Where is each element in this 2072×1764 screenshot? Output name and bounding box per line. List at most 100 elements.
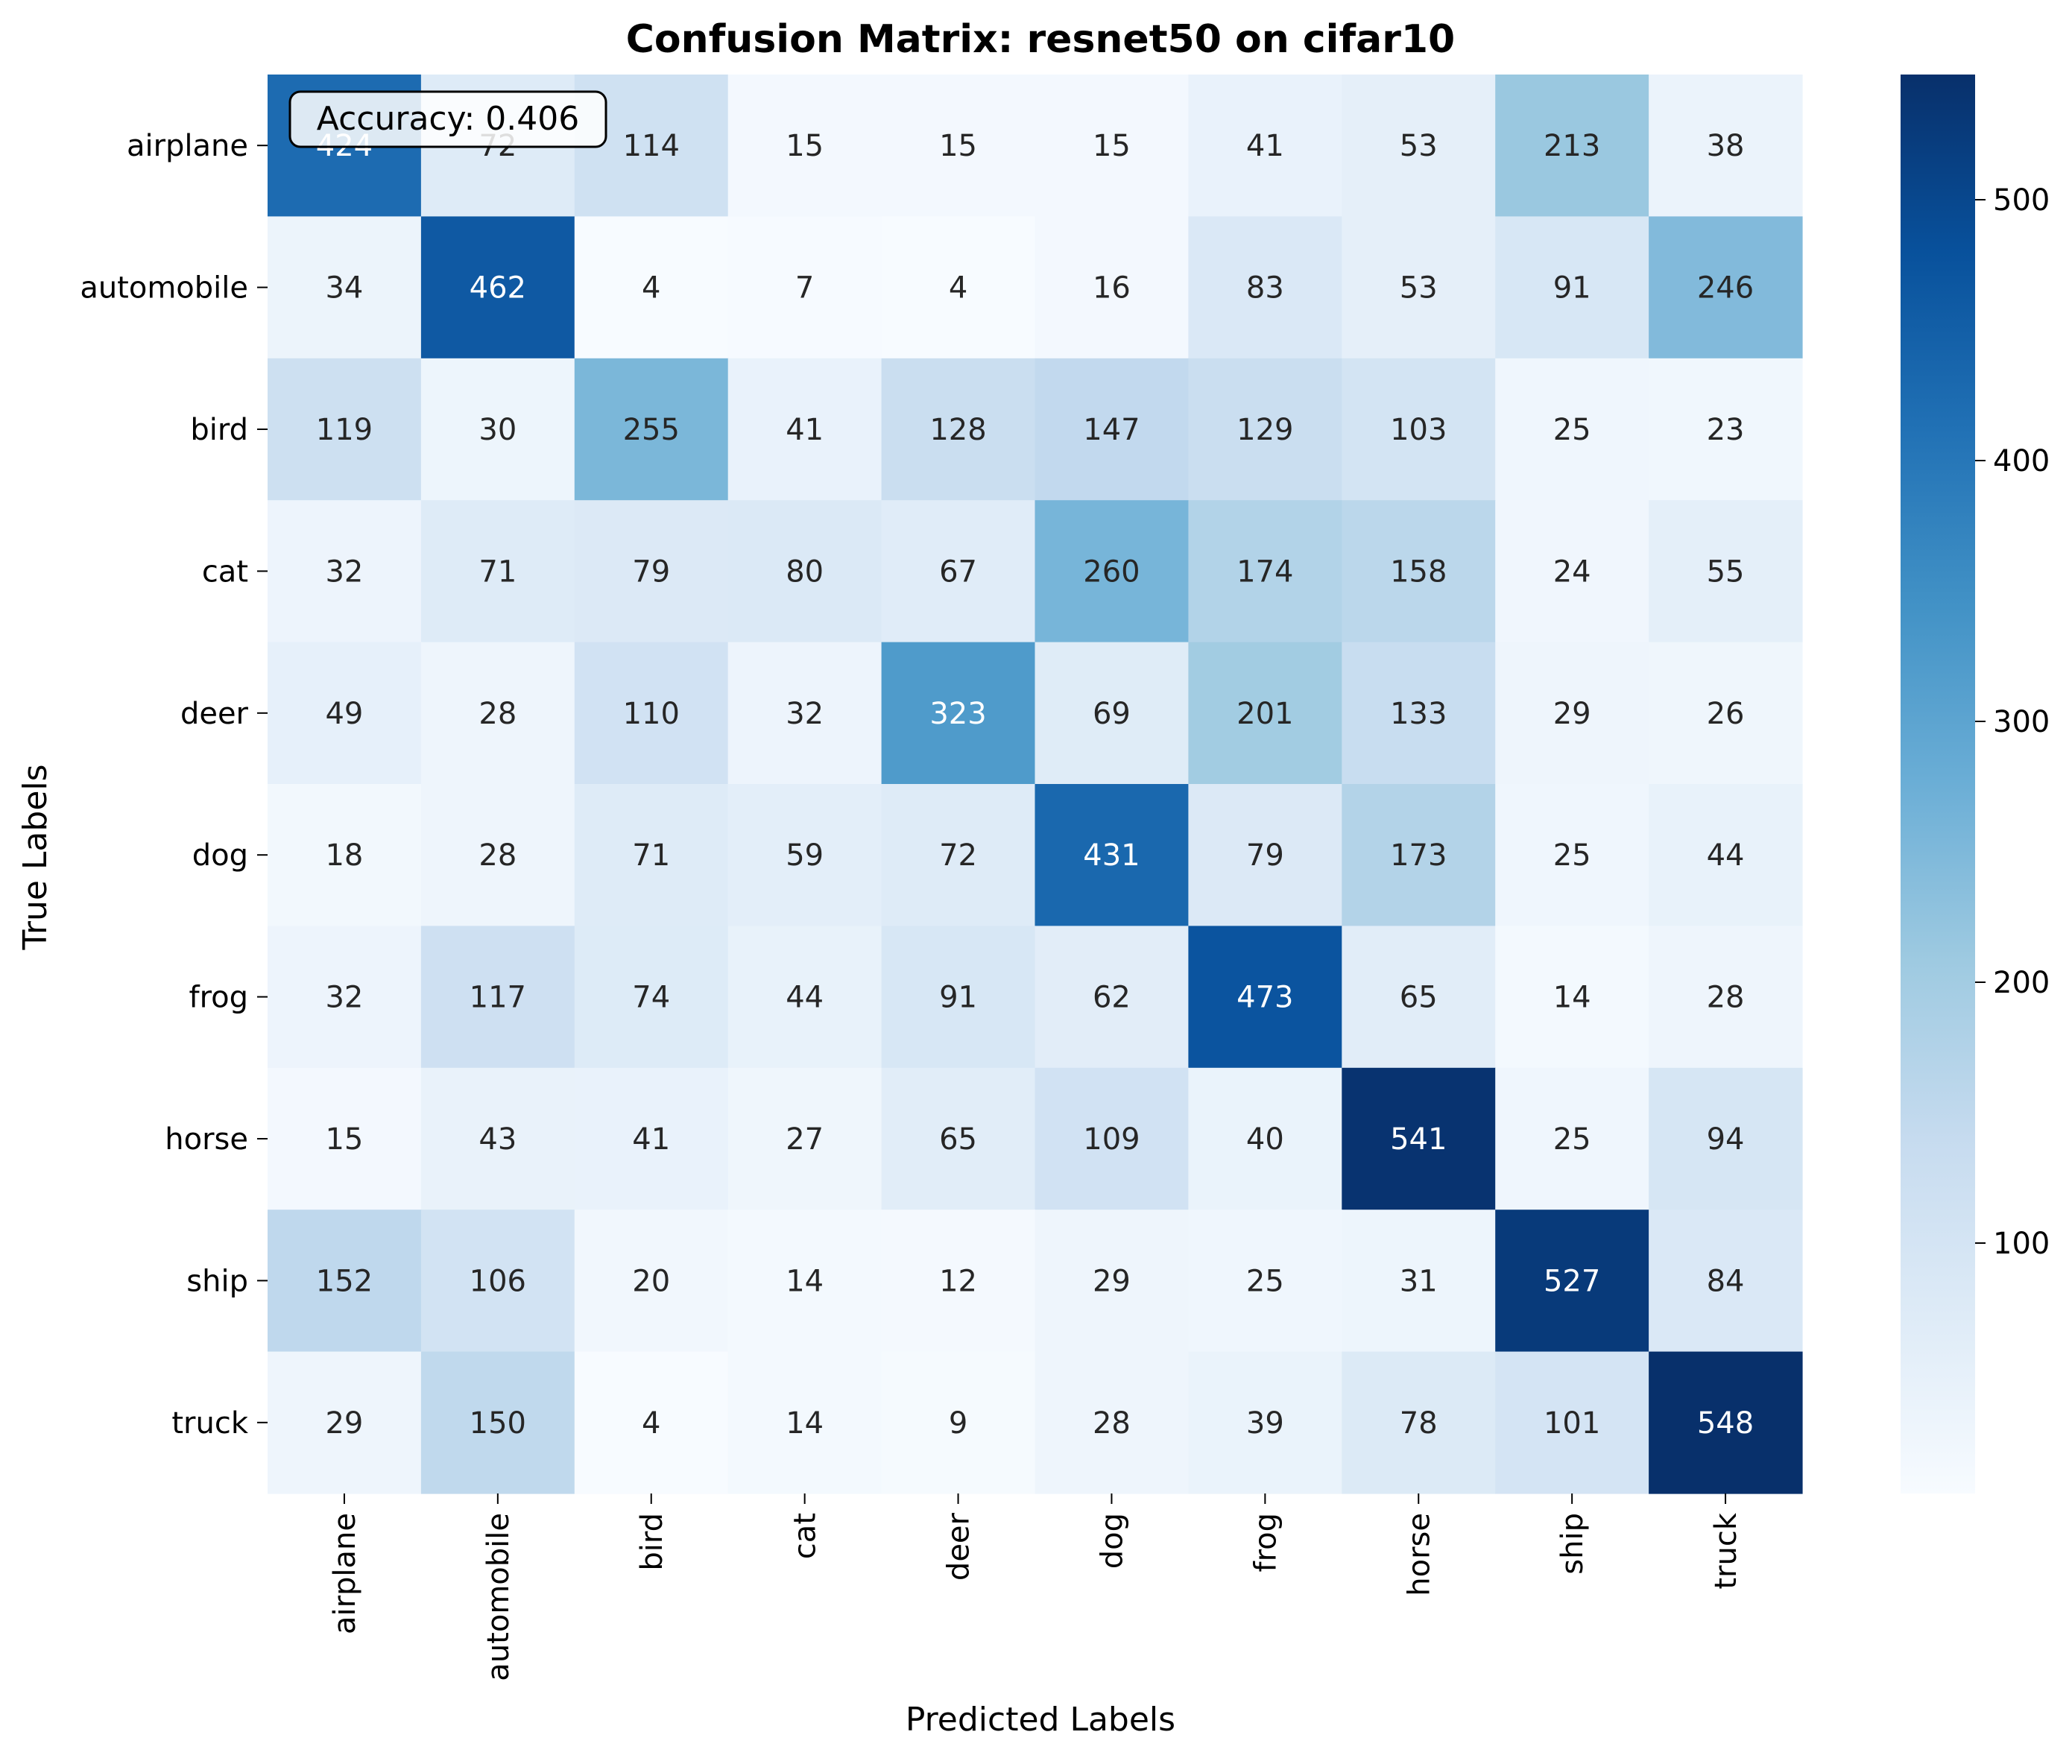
x-tick-label: dog bbox=[1095, 1513, 1129, 1569]
cell-value-label: 24 bbox=[1553, 554, 1591, 589]
cell-value-label: 43 bbox=[478, 1122, 517, 1157]
heatmap-cell bbox=[881, 642, 1036, 785]
cell-value-label: 53 bbox=[1400, 129, 1438, 163]
cell-value-label: 34 bbox=[325, 271, 363, 306]
cell-value-label: 25 bbox=[1553, 838, 1591, 873]
cell-value-label: 28 bbox=[478, 838, 517, 873]
heatmap-cell bbox=[1035, 216, 1189, 359]
heatmap-cell bbox=[1342, 642, 1496, 785]
heatmap-cell bbox=[420, 784, 575, 926]
cell-value-label: 152 bbox=[316, 1264, 373, 1298]
cell-value-label: 158 bbox=[1390, 554, 1447, 589]
y-tick-label: ship bbox=[186, 1264, 248, 1298]
cell-value-label: 79 bbox=[632, 554, 670, 589]
heatmap-cell bbox=[420, 216, 575, 359]
heatmap-cell bbox=[1035, 358, 1189, 501]
colorbar-tick-label: 500 bbox=[1993, 183, 2050, 218]
cell-value-label: 260 bbox=[1083, 554, 1140, 589]
cell-value-label: 527 bbox=[1544, 1264, 1600, 1298]
y-tick-label: truck bbox=[171, 1406, 248, 1441]
cell-value-label: 14 bbox=[1553, 981, 1591, 1015]
cell-value-label: 201 bbox=[1236, 697, 1293, 731]
heatmap-cell bbox=[1495, 1351, 1649, 1494]
heatmap-cell bbox=[574, 784, 729, 926]
cell-value-label: 26 bbox=[1707, 697, 1745, 731]
cell-value-label: 44 bbox=[1707, 838, 1745, 873]
cell-value-label: 174 bbox=[1236, 554, 1293, 589]
cell-value-label: 49 bbox=[325, 697, 363, 731]
cell-value-label: 91 bbox=[939, 981, 977, 1015]
colorbar-tick-label: 100 bbox=[1993, 1227, 2050, 1261]
cell-value-label: 101 bbox=[1544, 1406, 1600, 1441]
cell-value-label: 15 bbox=[325, 1122, 363, 1157]
heatmap-cell bbox=[1495, 1067, 1649, 1210]
y-tick-label: deer bbox=[180, 697, 249, 731]
cell-value-label: 128 bbox=[929, 413, 986, 447]
cell-value-label: 39 bbox=[1246, 1406, 1284, 1441]
x-tick-label: cat bbox=[789, 1513, 823, 1559]
heatmap-cell bbox=[1035, 642, 1189, 785]
heatmap-cell bbox=[1188, 500, 1342, 643]
heatmap-cell bbox=[574, 216, 729, 359]
heatmap-cell bbox=[881, 926, 1036, 1069]
cell-value-label: 29 bbox=[1553, 697, 1591, 731]
cell-value-label: 30 bbox=[478, 413, 517, 447]
y-tick-label: airplane bbox=[127, 129, 248, 163]
heatmap-cell bbox=[1649, 1210, 1803, 1353]
heatmap-cell bbox=[727, 500, 882, 643]
heatmap-cell bbox=[1188, 1067, 1342, 1210]
heatmap-cell bbox=[1035, 1210, 1189, 1353]
heatmap-cell bbox=[1342, 500, 1496, 643]
cell-value-label: 27 bbox=[786, 1122, 824, 1157]
heatmap-cell bbox=[1035, 75, 1189, 217]
y-axis: airplane automobile bird cat deer dog frog hors… bbox=[80, 129, 268, 1441]
heatmap-cell bbox=[1342, 75, 1496, 217]
heatmap-cell bbox=[420, 1067, 575, 1210]
cell-value-label: 4 bbox=[949, 271, 967, 306]
heatmap-cell bbox=[1342, 1067, 1496, 1210]
heatmap-cell bbox=[268, 1067, 422, 1210]
y-tick-label: frog bbox=[189, 981, 248, 1015]
cell-value-label: 133 bbox=[1390, 697, 1447, 731]
x-tick-label: truck bbox=[1709, 1512, 1743, 1589]
cell-value-label: 91 bbox=[1553, 271, 1591, 306]
cell-value-label: 150 bbox=[470, 1406, 526, 1441]
cell-value-label: 32 bbox=[325, 554, 363, 589]
colorbar-tick-label: 400 bbox=[1993, 444, 2050, 478]
heatmap-cell bbox=[881, 358, 1036, 501]
x-tick-label: horse bbox=[1402, 1513, 1436, 1596]
accuracy-annotation-text: Accuracy: 0.406 bbox=[317, 100, 579, 138]
colorbar-tick-label: 300 bbox=[1993, 705, 2050, 739]
cell-value-label: 255 bbox=[623, 413, 680, 447]
cell-value-label: 14 bbox=[786, 1406, 824, 1441]
heatmap-cell bbox=[1035, 500, 1189, 643]
cell-value-label: 71 bbox=[478, 554, 517, 589]
cell-value-label: 80 bbox=[786, 554, 824, 589]
heatmap-cell bbox=[574, 1351, 729, 1494]
cell-value-label: 103 bbox=[1390, 413, 1447, 447]
heatmap-cell bbox=[727, 1210, 882, 1353]
y-tick-label: dog bbox=[192, 838, 248, 873]
heatmap-cell bbox=[1495, 642, 1649, 785]
heatmap-cell bbox=[1649, 358, 1803, 501]
heatmap-cell bbox=[268, 216, 422, 359]
cell-value-label: 94 bbox=[1707, 1122, 1745, 1157]
heatmap-cell bbox=[1188, 216, 1342, 359]
heatmap-cell bbox=[1342, 926, 1496, 1069]
heatmap-cell bbox=[727, 926, 882, 1069]
heatmap-cell bbox=[881, 1351, 1036, 1494]
heatmap-cell bbox=[1495, 1210, 1649, 1353]
cell-value-label: 25 bbox=[1246, 1264, 1284, 1298]
heatmap-cell bbox=[574, 1067, 729, 1210]
cell-value-label: 541 bbox=[1390, 1122, 1447, 1157]
x-tick-label: automobile bbox=[481, 1513, 516, 1681]
heatmap-cell bbox=[574, 1210, 729, 1353]
cell-value-label: 110 bbox=[623, 697, 680, 731]
cell-value-label: 473 bbox=[1236, 981, 1293, 1015]
heatmap-cell bbox=[881, 1067, 1036, 1210]
cell-value-label: 72 bbox=[939, 838, 977, 873]
heatmap-cell bbox=[1495, 358, 1649, 501]
cell-value-label: 29 bbox=[1093, 1264, 1131, 1298]
heatmap-cell bbox=[268, 926, 422, 1069]
